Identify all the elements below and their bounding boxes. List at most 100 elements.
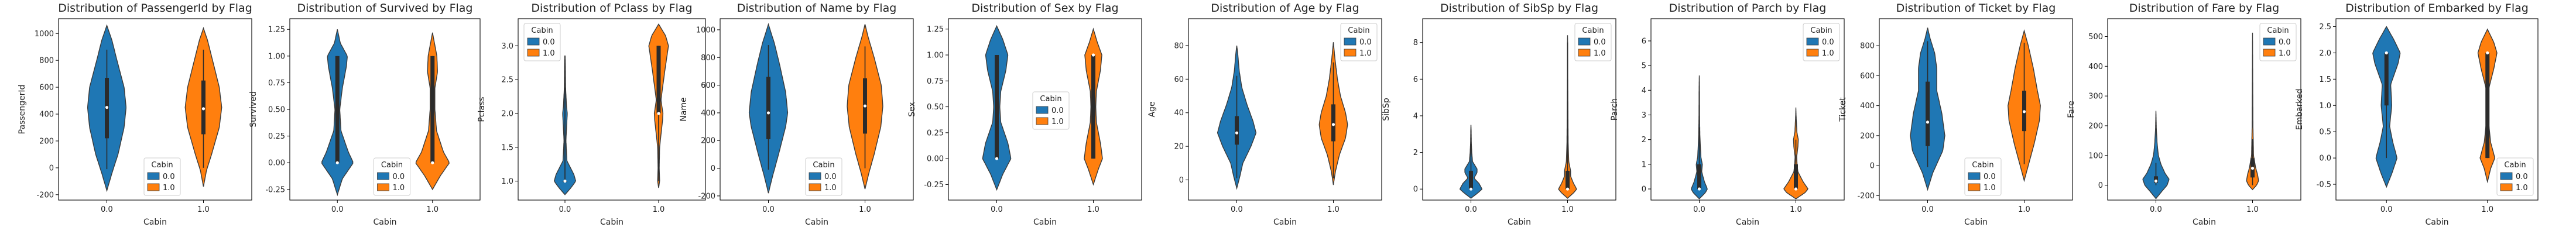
legend-swatch [2263,37,2276,46]
violin-median [1697,187,1701,191]
violin-iqr-box [995,55,999,159]
y-tick-label: 800 [1860,42,1875,51]
violin-median [1469,187,1473,191]
legend-entry: 0.0 [2279,38,2291,47]
legend-swatch [527,37,540,46]
y-tick-label: 1.0 [501,177,513,186]
violin-body [2246,32,2259,191]
legend-title: Cabin [813,161,834,170]
chart-panel: Distribution of PassengerId by Flag -200 0… [18,2,252,227]
chart-title: Distribution of Age by Flag [1211,2,1359,15]
y-tick-label: 2.0 [501,109,513,118]
legend-swatch [1344,37,1356,46]
y-tick-label: 0 [1179,176,1184,185]
legend-swatch [1806,49,1819,57]
chart-panel: Distribution of Ticket by Flag -200 0 200 40… [1838,2,2073,227]
y-axis-label: Embarked [2295,89,2304,130]
violin-iqr-box [1469,170,1473,190]
violin-iqr-box [656,46,661,113]
x-axis-label: Cabin [143,218,167,227]
violin-median [1331,123,1335,126]
violin-median [201,107,205,111]
y-tick-label: 0.00 [268,159,285,168]
y-tick-label: 8 [1413,39,1418,47]
y-tick-label: 600 [701,81,715,90]
legend-entry: 0.0 [163,173,175,181]
chart-panel: Distribution of Name by Flag -200 0 200 400 6… [679,2,914,227]
y-tick-label: -0.25 [265,185,285,194]
x-tick-label: 1.0 [2481,205,2493,214]
x-tick-label: 1.0 [1327,205,1340,214]
y-tick-label: 2 [1413,149,1418,157]
legend-swatch [1578,37,1591,46]
legend-swatch [1968,172,1981,180]
y-tick-label: 400 [39,111,54,119]
y-axis-label: Fare [2067,101,2076,118]
plot-frame [1422,18,1616,201]
legend-title: Cabin [2504,161,2526,170]
x-tick-label: 0.0 [101,205,113,214]
plot-frame [2107,18,2301,201]
y-tick-label: 600 [1860,72,1875,81]
y-tick-label: 2.5 [501,76,513,85]
x-axis-label: Cabin [600,218,624,227]
x-axis-label: Cabin [1736,218,1759,227]
y-tick-label: 3 [1642,111,1646,120]
violin-iqr-box [766,77,770,139]
legend-entry: 1.0 [2279,49,2291,58]
plot-frame [948,18,1142,201]
legend-swatch [147,172,160,180]
y-tick-label: 1.00 [268,52,285,61]
chart-title: Distribution of Name by Flag [737,2,897,15]
x-tick-label: 1.0 [653,205,665,214]
y-tick-label: 40 [1174,109,1184,118]
legend-swatch [1578,49,1591,57]
legend-entry: 1.0 [543,49,555,58]
x-axis-label: Cabin [1033,218,1057,227]
violin-iqr-box [1235,116,1239,145]
y-tick-label: 0 [1870,162,1875,171]
y-tick-label: 2 [1642,136,1646,144]
chart-title: Distribution of Embarked by Flag [2345,2,2529,15]
chart-title: Distribution of Parch by Flag [1669,2,1827,15]
plot-frame [1650,18,1845,201]
x-tick-label: 1.0 [197,205,210,214]
legend-swatch [1968,183,1981,191]
y-tick-label: 1.5 [2319,75,2331,84]
chart-panel: Distribution of Parch by Flag 0 1 2 3 4 5 6 0.0 1… [1610,2,1845,227]
violin-median [657,112,660,115]
legend: Cabin 0.0 1.0 [1340,23,1378,61]
legend-swatch [147,183,160,191]
y-tick-label: -0.25 [924,181,944,190]
chart-title: Distribution of Fare by Flag [2129,2,2279,15]
legend-swatch [2500,172,2513,180]
chart-panel: Distribution of Age by Flag 0 20 40 60 80 0.0 1… [1147,2,1382,227]
legend-swatch [1036,106,1049,114]
legend-entry: 1.0 [1594,49,1606,58]
legend-title: Cabin [531,26,553,35]
x-tick-label: 0.0 [762,205,775,214]
x-tick-label: 1.0 [1087,205,1099,214]
violin-median [2250,167,2255,170]
legend-entry: 1.0 [2516,184,2528,192]
y-tick-label: 4 [1413,112,1418,121]
y-tick-label: 0.00 [927,155,944,164]
violin-median [1566,187,1570,191]
legend-entry: 1.0 [1359,49,1372,58]
violin-median [995,157,999,160]
legend-entry: 0.0 [1822,38,1834,47]
legend-swatch [2263,49,2276,57]
violin-iqr-box [2485,53,2490,159]
y-tick-label: 0.75 [927,77,944,86]
legend-swatch [809,183,821,191]
chart-panel: Distribution of Pclass by Flag 1.0 1.5 2.0 2… [477,2,706,227]
chart-title: Distribution of Ticket by Flag [1896,2,2056,15]
x-tick-label: 1.0 [2018,205,2030,214]
y-axis-label: SibSp [1382,98,1391,121]
y-tick-label: 800 [39,57,54,66]
legend-swatch [1036,117,1049,125]
y-tick-label: 0.5 [2319,128,2331,137]
chart-panel: Distribution of Fare by Flag 0 100 200 300 40… [2067,2,2301,227]
y-tick-label: 1000 [35,30,54,39]
y-tick-label: 0.25 [927,129,944,137]
